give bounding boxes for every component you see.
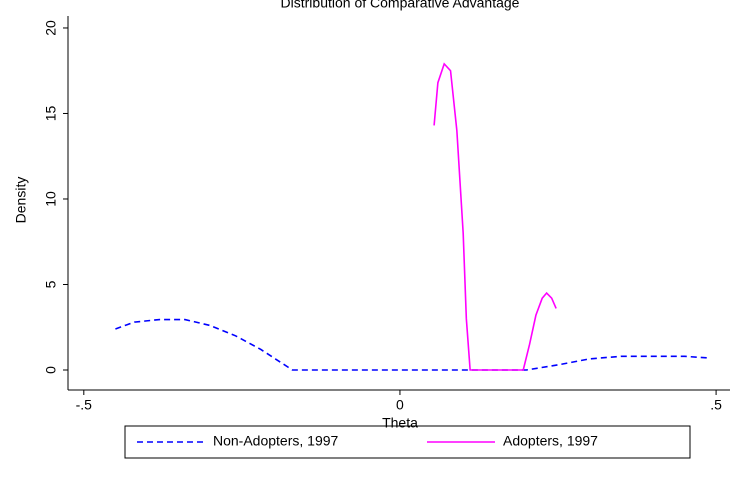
- x-tick-label: -.5: [76, 397, 93, 413]
- x-axis-label: Theta: [382, 415, 418, 431]
- y-tick-label: 15: [43, 105, 59, 121]
- x-tick-label: 0: [396, 397, 404, 413]
- y-tick-label: 10: [43, 191, 59, 207]
- y-tick-label: 5: [43, 280, 59, 288]
- series-line: [115, 318, 710, 371]
- y-tick-label: 20: [43, 20, 59, 36]
- series-line: [433, 62, 557, 371]
- y-tick-label: 0: [43, 366, 59, 374]
- legend-label: Non-Adopters, 1997: [213, 433, 339, 449]
- chart-title: Distribution of Comparative Advantage: [281, 0, 520, 11]
- x-tick-label: .5: [710, 397, 722, 413]
- legend-label: Adopters, 1997: [503, 433, 598, 449]
- legend-box: [124, 425, 691, 459]
- y-axis-label: Density: [13, 177, 29, 224]
